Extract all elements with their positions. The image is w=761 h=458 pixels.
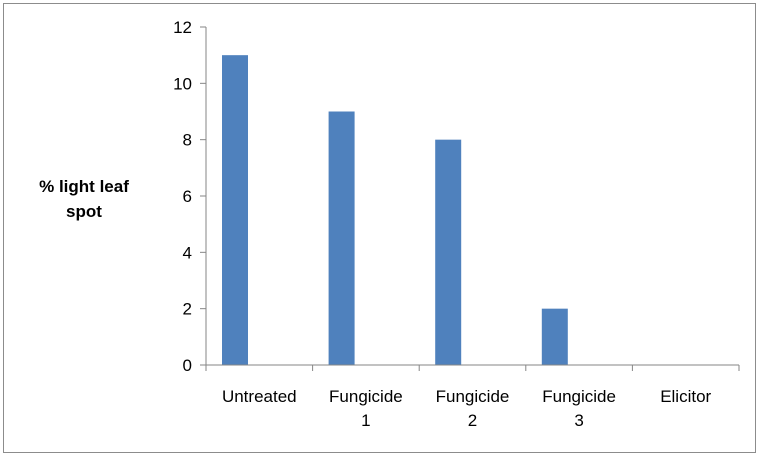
- x-tick-label: 3: [574, 411, 583, 430]
- x-tick-label: Untreated: [222, 387, 297, 406]
- y-tick-label: 10: [173, 74, 192, 93]
- x-tick-label: Fungicide: [436, 387, 510, 406]
- y-axis-label-line-1: % light leaf: [39, 177, 129, 196]
- bar: [435, 139, 462, 365]
- x-tick-label: Elicitor: [660, 387, 711, 406]
- bar: [541, 308, 568, 365]
- y-tick-label: 8: [183, 131, 192, 150]
- x-tick-label: Fungicide: [329, 387, 403, 406]
- y-axis-label: % light leaf spot: [39, 177, 129, 221]
- y-tick-label: 12: [173, 18, 192, 37]
- bar: [222, 55, 248, 366]
- y-axis-label-line-2: spot: [66, 202, 102, 221]
- y-tick-label: 6: [183, 187, 192, 206]
- y-tick-label: 2: [183, 300, 192, 319]
- y-tick-label: 0: [183, 356, 192, 375]
- chart-frame: [3, 3, 756, 453]
- bar: [328, 111, 355, 365]
- x-tick-label: 1: [361, 411, 370, 430]
- x-tick-label: 2: [468, 411, 477, 430]
- y-tick-label: 4: [183, 243, 192, 262]
- x-tick-label: Fungicide: [542, 387, 616, 406]
